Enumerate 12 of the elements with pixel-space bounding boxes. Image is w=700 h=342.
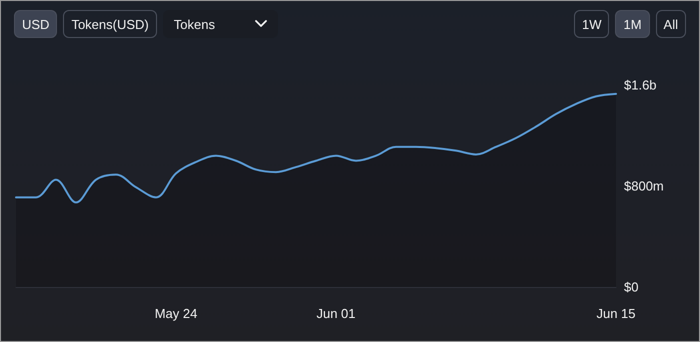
text: 1W — [582, 16, 602, 32]
y-tick-label: $1.6b — [624, 78, 657, 92]
y-tick-label: $0 — [624, 280, 638, 294]
x-tick-label: Jun 01 — [316, 306, 356, 321]
x-tick-label: May 24 — [154, 306, 198, 321]
text: All — [664, 16, 678, 32]
y-tick-label: $800m — [624, 178, 664, 194]
text: Tokens(USD) — [71, 16, 149, 32]
text: Tokens — [174, 16, 215, 32]
text: USD — [22, 16, 50, 32]
text: 1M — [623, 16, 642, 32]
x-tick-label: Jun 15 — [596, 306, 636, 321]
